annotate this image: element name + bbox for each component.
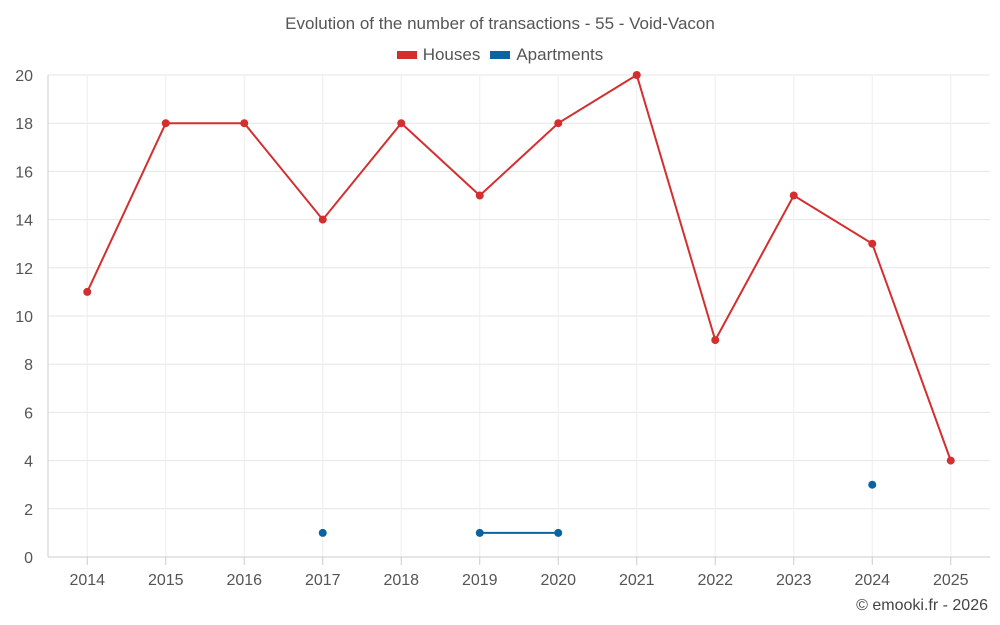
x-tick-label: 2023: [776, 572, 812, 589]
legend: Houses Apartments: [0, 45, 1000, 65]
data-point-houses: [161, 119, 170, 128]
data-point-houses: [632, 71, 641, 79]
legend-item-apartments[interactable]: Apartments: [490, 45, 603, 65]
data-point-apartments: [318, 528, 327, 537]
credit-text: © emooki.fr - 2026: [856, 597, 988, 614]
data-point-apartments: [868, 480, 877, 489]
x-tick-label: 2021: [619, 572, 655, 589]
legend-label-houses: Houses: [422, 45, 481, 64]
chart-title: Evolution of the number of transactions …: [285, 14, 715, 33]
y-tick-label: 0: [24, 550, 33, 567]
x-tick-label: 2017: [305, 572, 341, 589]
y-tick-label: 2: [24, 502, 33, 519]
data-point-houses: [554, 119, 563, 128]
series-line-houses: [86, 73, 952, 461]
y-tick-label: 14: [15, 213, 33, 230]
data-point-houses: [397, 119, 406, 128]
data-point-apartments: [475, 528, 484, 537]
x-tick-label: 2025: [933, 572, 969, 589]
y-tick-label: 16: [15, 164, 33, 181]
data-point-apartments: [554, 528, 563, 537]
data-point-houses: [318, 215, 327, 224]
data-point-houses: [475, 191, 484, 200]
x-tick-label: 2014: [69, 572, 105, 589]
y-tick-label: 4: [24, 454, 33, 471]
y-tick-label: 10: [15, 309, 33, 326]
y-tick-label: 18: [15, 116, 33, 133]
x-tick-label: 2018: [383, 572, 419, 589]
data-point-houses: [711, 336, 720, 345]
y-tick-label: 8: [24, 357, 33, 374]
y-tick-label: 20: [15, 68, 33, 85]
y-tick-label: 6: [24, 405, 33, 422]
legend-label-apartments: Apartments: [516, 45, 604, 64]
y-tick-label: 12: [15, 261, 33, 278]
x-tick-label: 2016: [226, 572, 262, 589]
legend-swatch-apartments: [490, 51, 511, 59]
x-tick-label: 2024: [854, 572, 890, 589]
data-point-houses: [83, 287, 92, 296]
legend-item-houses[interactable]: Houses: [396, 45, 481, 65]
data-point-houses: [868, 239, 877, 248]
x-tick-label: 2015: [148, 572, 184, 589]
data-point-houses: [946, 456, 955, 465]
data-point-houses: [789, 191, 798, 200]
data-point-houses: [240, 119, 249, 128]
x-tick-label: 2022: [697, 572, 733, 589]
x-tick-label: 2020: [540, 572, 576, 589]
legend-swatch-houses: [396, 51, 417, 59]
x-tick-label: 2019: [462, 572, 498, 589]
